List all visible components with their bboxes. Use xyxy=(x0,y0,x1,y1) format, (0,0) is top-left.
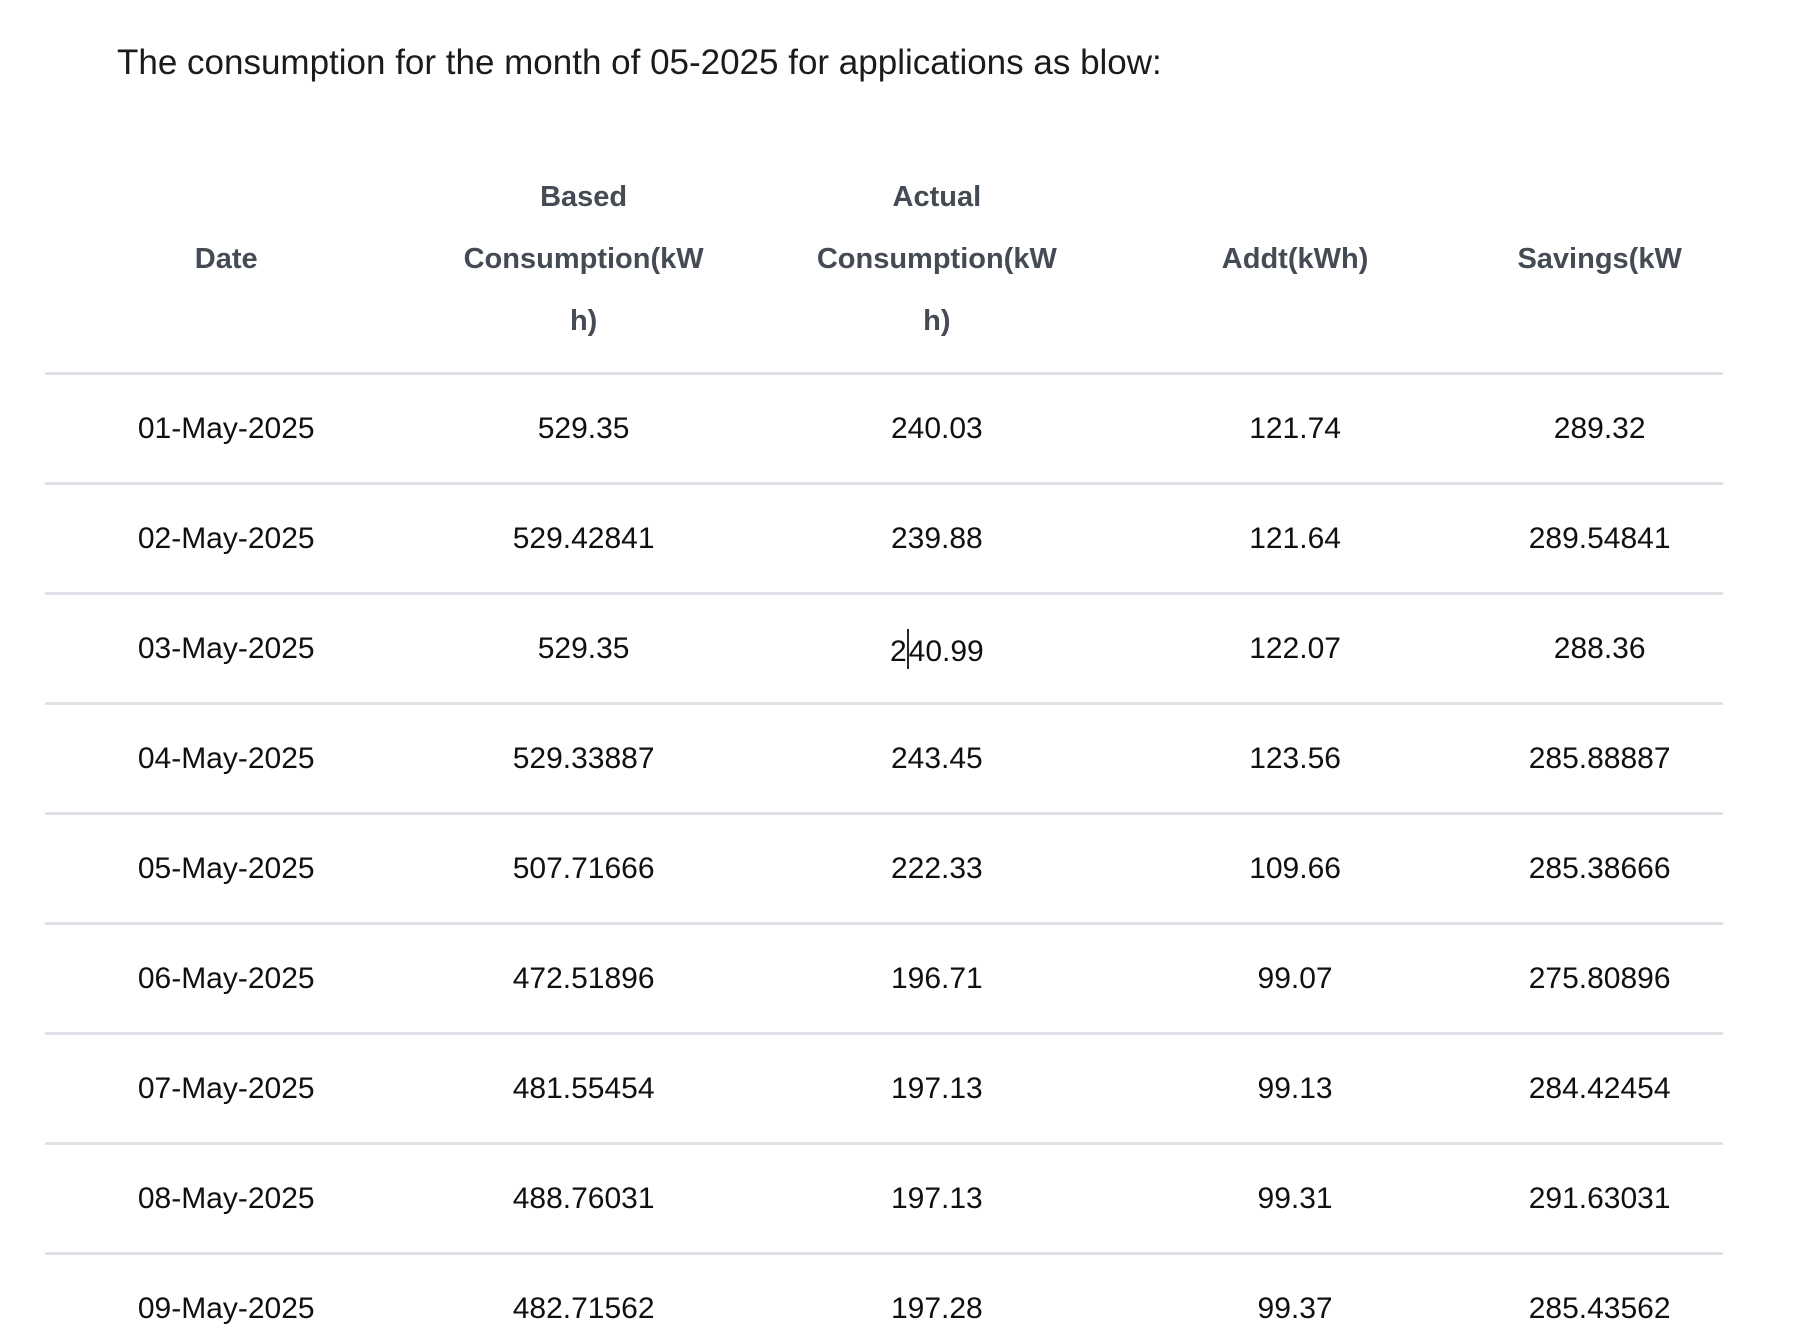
table-cell-addt: 99.13 xyxy=(1113,1033,1477,1145)
table-cell-based-consumption: 529.42841 xyxy=(407,483,760,595)
text-cursor xyxy=(906,628,909,669)
table-cell-actual-consumption: 197.13 xyxy=(759,1143,1114,1255)
table-cell-based-consumption: 472.51896 xyxy=(407,923,760,1035)
table-row: 06-May-2025 472.51896 196.71 99.07 275.80896 xyxy=(45,923,1723,1035)
table-cell-date: 09-May-2025 xyxy=(45,1253,408,1326)
table-cell-savings: 285.43562 xyxy=(1476,1253,1723,1326)
table-cell-addt: 121.64 xyxy=(1113,483,1477,595)
table-cell-actual-consumption: 197.13 xyxy=(759,1033,1114,1145)
column-header-addt: Addt(kWh) xyxy=(1113,146,1477,375)
table-cell-date: 06-May-2025 xyxy=(45,923,408,1035)
table-cell-date: 04-May-2025 xyxy=(45,703,408,815)
column-header-date: Date xyxy=(45,146,408,375)
table-cell-date: 08-May-2025 xyxy=(45,1143,408,1255)
table-row: 02-May-2025 529.42841 239.88 121.64 289.5484… xyxy=(45,483,1723,595)
table-cell-date: 05-May-2025 xyxy=(45,813,408,925)
table-cell-actual-consumption: 243.45 xyxy=(759,703,1114,815)
table-cell-savings: 291.63031 xyxy=(1476,1143,1723,1255)
table-cell-savings: 284.42454 xyxy=(1476,1033,1723,1145)
table-cell-savings: 275.80896 xyxy=(1476,923,1723,1035)
table-row: 05-May-2025 507.71666 222.33 109.66 285.3866… xyxy=(45,813,1723,925)
table-cell-based-consumption: 482.71562 xyxy=(407,1253,760,1326)
table-row: 01-May-2025 529.35 240.03 121.74 289.32 xyxy=(45,373,1723,485)
table-cell-based-consumption: 529.35 xyxy=(407,373,760,485)
table-cell-based-consumption: 481.55454 xyxy=(407,1033,760,1145)
table-cell-addt: 109.66 xyxy=(1113,813,1477,925)
table-row: 03-May-2025 529.35 240.99 122.07 288.36 xyxy=(45,593,1723,705)
column-header-savings: Savings(kW xyxy=(1476,146,1723,375)
table-cell-addt: 99.07 xyxy=(1113,923,1477,1035)
table-row: 07-May-2025 481.55454 197.13 99.13 284.42454 xyxy=(45,1033,1723,1145)
table-cell-savings: 288.36 xyxy=(1476,593,1723,705)
table-cell-based-consumption: 529.35 xyxy=(407,593,760,705)
table-row: 09-May-2025 482.71562 197.28 99.37 285.43562 xyxy=(45,1253,1723,1326)
table-cell-date: 02-May-2025 xyxy=(45,483,408,595)
table-header-row: Date Based Consumption(kW h) Actual Consum… xyxy=(45,146,1723,375)
table-cell-actual-consumption: 222.33 xyxy=(759,813,1114,925)
table-cell-savings: 285.38666 xyxy=(1476,813,1723,925)
table-cell-actual-consumption: 196.71 xyxy=(759,923,1114,1035)
cell-text-before-caret: 2 xyxy=(889,634,907,668)
table-cell-addt: 121.74 xyxy=(1113,373,1477,485)
table-cell-actual-consumption: 197.28 xyxy=(759,1253,1114,1326)
table-cell-actual-consumption[interactable]: 240.99 xyxy=(759,593,1114,705)
page-title: The consumption for the month of 05-2025… xyxy=(117,43,1162,82)
table-cell-addt: 123.56 xyxy=(1113,703,1477,815)
cell-text-after-caret: 40.99 xyxy=(908,634,984,668)
table-cell-savings: 285.88887 xyxy=(1476,703,1723,815)
table-body: 01-May-2025 529.35 240.03 121.74 289.32 02-Ma… xyxy=(45,373,1723,1326)
table-cell-based-consumption: 507.71666 xyxy=(407,813,760,925)
table-cell-actual-consumption: 239.88 xyxy=(759,483,1114,595)
table-cell-savings: 289.54841 xyxy=(1476,483,1723,595)
table-cell-date: 01-May-2025 xyxy=(45,373,408,485)
table-cell-savings: 289.32 xyxy=(1476,373,1723,485)
table-cell-date: 03-May-2025 xyxy=(45,593,408,705)
table-cell-date: 07-May-2025 xyxy=(45,1033,408,1145)
column-header-based-consumption: Based Consumption(kW h) xyxy=(407,146,760,375)
table-cell-based-consumption: 488.76031 xyxy=(407,1143,760,1255)
table-cell-based-consumption: 529.33887 xyxy=(407,703,760,815)
table-header: Date Based Consumption(kW h) Actual Consum… xyxy=(45,146,1723,375)
column-header-actual-consumption: Actual Consumption(kW h) xyxy=(759,146,1114,375)
consumption-table: Date Based Consumption(kW h) Actual Consum… xyxy=(45,146,1723,1326)
table-cell-addt: 99.37 xyxy=(1113,1253,1477,1326)
table-cell-addt: 99.31 xyxy=(1113,1143,1477,1255)
table-cell-addt: 122.07 xyxy=(1113,593,1477,705)
table-row: 08-May-2025 488.76031 197.13 99.31 291.63031 xyxy=(45,1143,1723,1255)
table-cell-actual-consumption: 240.03 xyxy=(759,373,1114,485)
table-row: 04-May-2025 529.33887 243.45 123.56 285.8888… xyxy=(45,703,1723,815)
